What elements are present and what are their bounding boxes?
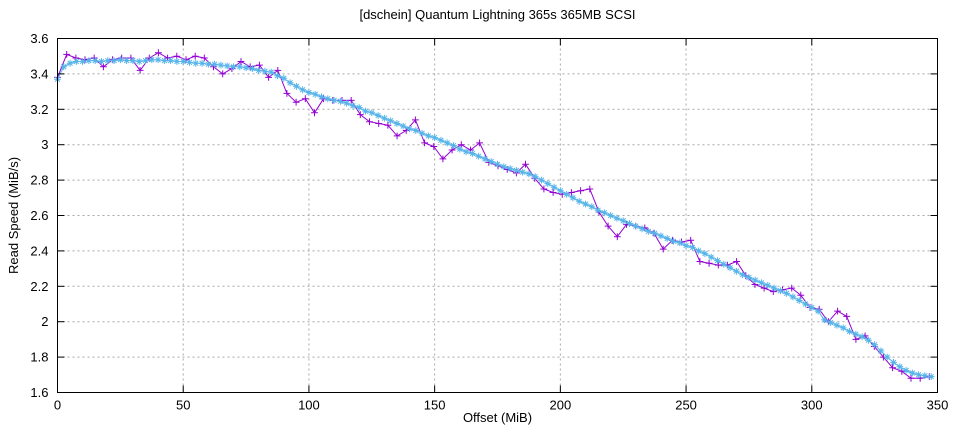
x-tick-label: 50: [176, 398, 190, 413]
x-tick-label: 250: [675, 398, 697, 413]
y-tick-label: 2.2: [30, 279, 48, 294]
y-tick-label: 2.8: [30, 173, 48, 188]
x-axis-label: Offset (MiB): [462, 410, 533, 425]
y-tick-label: 1.8: [30, 350, 48, 365]
series-blue-asterisk-line: [57, 59, 932, 378]
series-blue-asterisk-markers: [54, 56, 935, 380]
x-tick-label: 100: [298, 398, 320, 413]
y-tick-label: 3: [41, 137, 48, 152]
chart-title: [dschein] Quantum Lightning 365s 365MB S…: [359, 7, 636, 22]
y-tick-label: 3.4: [30, 66, 48, 81]
y-tick-label: 2.6: [30, 208, 48, 223]
x-tick-label: 300: [801, 398, 823, 413]
y-tick-label: 2: [41, 314, 48, 329]
x-tick-label: 150: [424, 398, 446, 413]
x-tick-label: 200: [550, 398, 572, 413]
y-tick-label: 3.2: [30, 102, 48, 117]
y-tick-label: 2.4: [30, 243, 48, 258]
x-tick-label: 0: [54, 398, 61, 413]
y-tick-label: 1.6: [30, 385, 48, 400]
x-tick-label: 350: [927, 398, 949, 413]
y-tick-label: 3.6: [30, 31, 48, 46]
